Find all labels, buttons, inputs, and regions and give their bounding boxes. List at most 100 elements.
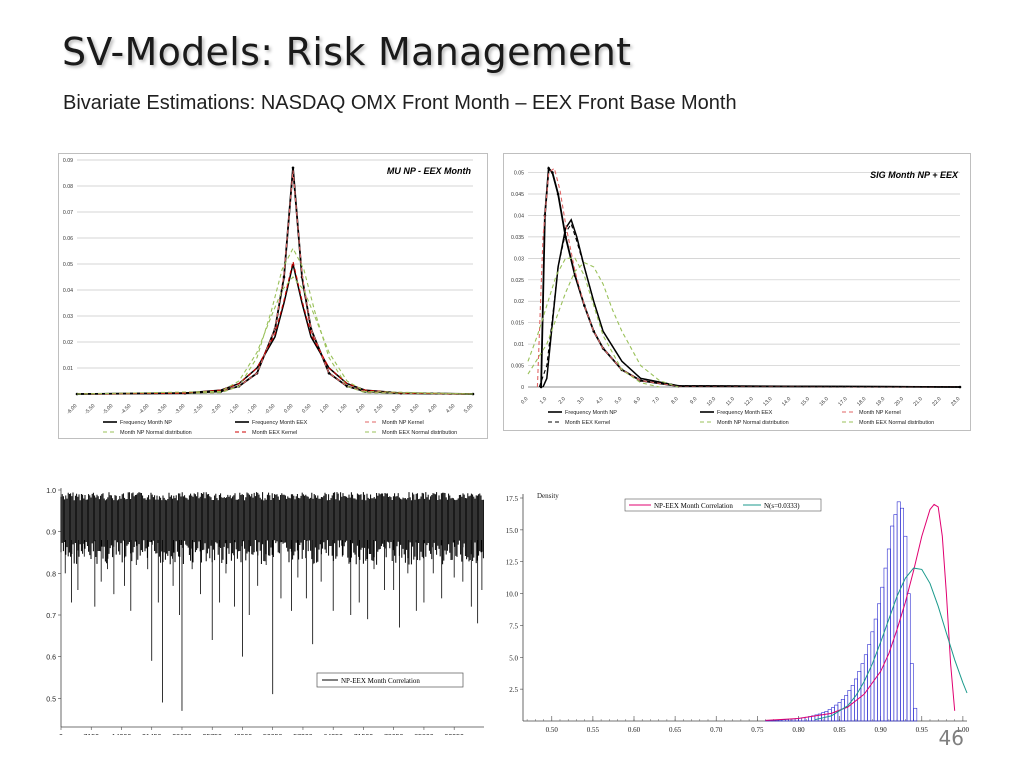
series-line bbox=[527, 261, 679, 388]
x-tick-label: 0.90 bbox=[875, 726, 888, 734]
y-tick-label: 0.005 bbox=[511, 364, 524, 370]
histogram-bar bbox=[827, 709, 832, 722]
y-tick-label: 0.025 bbox=[511, 278, 524, 284]
histogram-bar bbox=[903, 535, 908, 722]
series-line bbox=[536, 167, 961, 388]
y-tick-label: 0.01 bbox=[63, 366, 73, 372]
y-tick-label: 0.04 bbox=[63, 288, 73, 294]
legend-label: Month EEX Kernel bbox=[565, 420, 610, 426]
x-tick-label: -3.50 bbox=[156, 403, 169, 416]
slide-subtitle: Bivariate Estimations: NASDAQ OMX Front … bbox=[63, 92, 737, 114]
x-tick-label: 0.55 bbox=[587, 726, 600, 734]
legend-label: Month NP Kernel bbox=[859, 410, 901, 416]
x-tick-label: 71500 bbox=[354, 734, 374, 735]
series-line bbox=[76, 247, 474, 395]
x-tick-label: 16.0 bbox=[819, 396, 830, 407]
x-tick-label: 0 bbox=[59, 734, 63, 735]
legend-label: Month EEX Kernel bbox=[252, 430, 297, 436]
legend-label: Frequency Month NP bbox=[565, 410, 617, 416]
x-tick-label: 3.00 bbox=[391, 403, 402, 414]
x-tick-label: 0.95 bbox=[916, 726, 929, 734]
x-tick-label: 4.0 bbox=[595, 396, 604, 405]
x-tick-label: 21.0 bbox=[912, 396, 923, 407]
histogram-bar bbox=[883, 567, 888, 722]
series-line bbox=[76, 170, 474, 395]
legend-label: Frequency Month EEX bbox=[717, 410, 773, 416]
x-tick-label: 2.0 bbox=[558, 396, 567, 405]
y-axis-label: Density bbox=[537, 492, 559, 500]
x-tick-label: 35750 bbox=[202, 734, 222, 735]
legend-label: Month NP Normal distribution bbox=[120, 430, 192, 436]
x-tick-label: 4.50 bbox=[445, 403, 456, 414]
legend-box bbox=[624, 498, 822, 512]
x-tick-label: 4.00 bbox=[427, 403, 438, 414]
y-tick-label: 0.8 bbox=[46, 571, 56, 578]
x-tick-label: 15.0 bbox=[800, 396, 811, 407]
legend-label: Month NP Normal distribution bbox=[717, 420, 789, 426]
correlation-histogram-chart: Density 2.5 5.0 7.5 10.0 12.5 15.0 17.5 0.50 0.55… bbox=[506, 492, 970, 734]
x-tick-label: 42900 bbox=[233, 734, 253, 735]
y-tick-label: 0.05 bbox=[63, 262, 73, 268]
x-tick-label: 0.60 bbox=[628, 726, 641, 734]
correlation-series-panel: 0.5 0.6 0.7 0.8 0.9 1.0 0 7150 14300 21450 28600 35… bbox=[32, 480, 492, 735]
correlation-band bbox=[60, 492, 484, 565]
x-tick-label: -2.00 bbox=[210, 403, 223, 416]
x-tick-label: -3.00 bbox=[174, 403, 187, 416]
y-tick-label: 17.5 bbox=[506, 495, 519, 503]
x-tick-label: 18.0 bbox=[856, 396, 867, 407]
histogram-bar bbox=[824, 711, 829, 722]
legend-box bbox=[316, 672, 464, 688]
x-tick-label: 19.0 bbox=[875, 396, 886, 407]
x-tick-label: 0.80 bbox=[792, 726, 805, 734]
x-tick-label: -5.50 bbox=[84, 403, 97, 416]
legend-label: N(s=0.0333) bbox=[764, 502, 800, 510]
x-tick-label: 1.00 bbox=[319, 403, 330, 414]
x-tick-label: 3.0 bbox=[576, 396, 585, 405]
y-tick-label: 5.0 bbox=[509, 654, 518, 662]
x-tick-label: 78650 bbox=[384, 734, 404, 735]
y-tick-label: 0.02 bbox=[63, 340, 73, 346]
x-tick-label: 9.0 bbox=[689, 396, 698, 405]
legend-label: Month NP Kernel bbox=[382, 420, 424, 426]
legend-label: NP-EEX Month Correlation bbox=[341, 677, 420, 685]
series-line bbox=[542, 218, 961, 388]
x-tick-label: 0.75 bbox=[751, 726, 764, 734]
x-tick-label: 17.0 bbox=[837, 396, 848, 407]
legend-label: Month EEX Normal distribution bbox=[859, 420, 934, 426]
chart-title: MU NP - EEX Month bbox=[387, 166, 472, 176]
histogram-bar bbox=[896, 501, 901, 722]
chart-title: SIG Month NP + EEX bbox=[870, 170, 959, 180]
histogram-bar bbox=[857, 671, 862, 722]
legend-label: NP-EEX Month Correlation bbox=[654, 502, 733, 510]
series-point bbox=[551, 171, 554, 174]
x-tick-label: 22.0 bbox=[931, 396, 942, 407]
y-tick-label: 12.5 bbox=[506, 559, 519, 567]
x-tick-label: 50050 bbox=[263, 734, 283, 735]
series-line bbox=[538, 222, 961, 388]
histogram-bar bbox=[778, 719, 783, 722]
histogram-bar bbox=[880, 586, 885, 722]
mu-density-chart: 0.01 0.02 0.03 0.04 0.05 0.06 0.07 0.08 0.09 -6.0… bbox=[63, 158, 475, 436]
x-tick-label: -5.00 bbox=[102, 403, 115, 416]
x-tick-label: 57200 bbox=[293, 734, 313, 735]
x-tick-label: 0.70 bbox=[710, 726, 723, 734]
x-tick-label: 20.0 bbox=[894, 396, 905, 407]
x-tick-label: 1.0 bbox=[539, 396, 548, 405]
histogram-bar bbox=[893, 514, 898, 722]
x-tick-label: 64350 bbox=[323, 734, 343, 735]
mu-chart-panel: 0.01 0.02 0.03 0.04 0.05 0.06 0.07 0.08 0.09 -6.0… bbox=[58, 153, 488, 439]
x-tick-label: 12.0 bbox=[743, 396, 754, 407]
y-tick-label: 0.5 bbox=[46, 696, 56, 703]
correlation-histogram-panel: Density 2.5 5.0 7.5 10.0 12.5 15.0 17.5 0.50 0.55… bbox=[505, 488, 975, 743]
y-tick-label: 0 bbox=[521, 385, 524, 391]
x-tick-label: 13.0 bbox=[762, 396, 773, 407]
histogram-bar bbox=[870, 631, 875, 722]
x-tick-label: 10.0 bbox=[706, 396, 717, 407]
x-tick-label: -1.50 bbox=[228, 403, 241, 416]
series-line bbox=[76, 167, 474, 395]
x-tick-label: -0.50 bbox=[264, 403, 277, 416]
x-tick-label: 0.0 bbox=[520, 396, 529, 405]
series-point bbox=[583, 304, 586, 307]
y-tick-label: 0.01 bbox=[514, 342, 524, 348]
legend-label: Frequency Month EEX bbox=[252, 420, 308, 426]
